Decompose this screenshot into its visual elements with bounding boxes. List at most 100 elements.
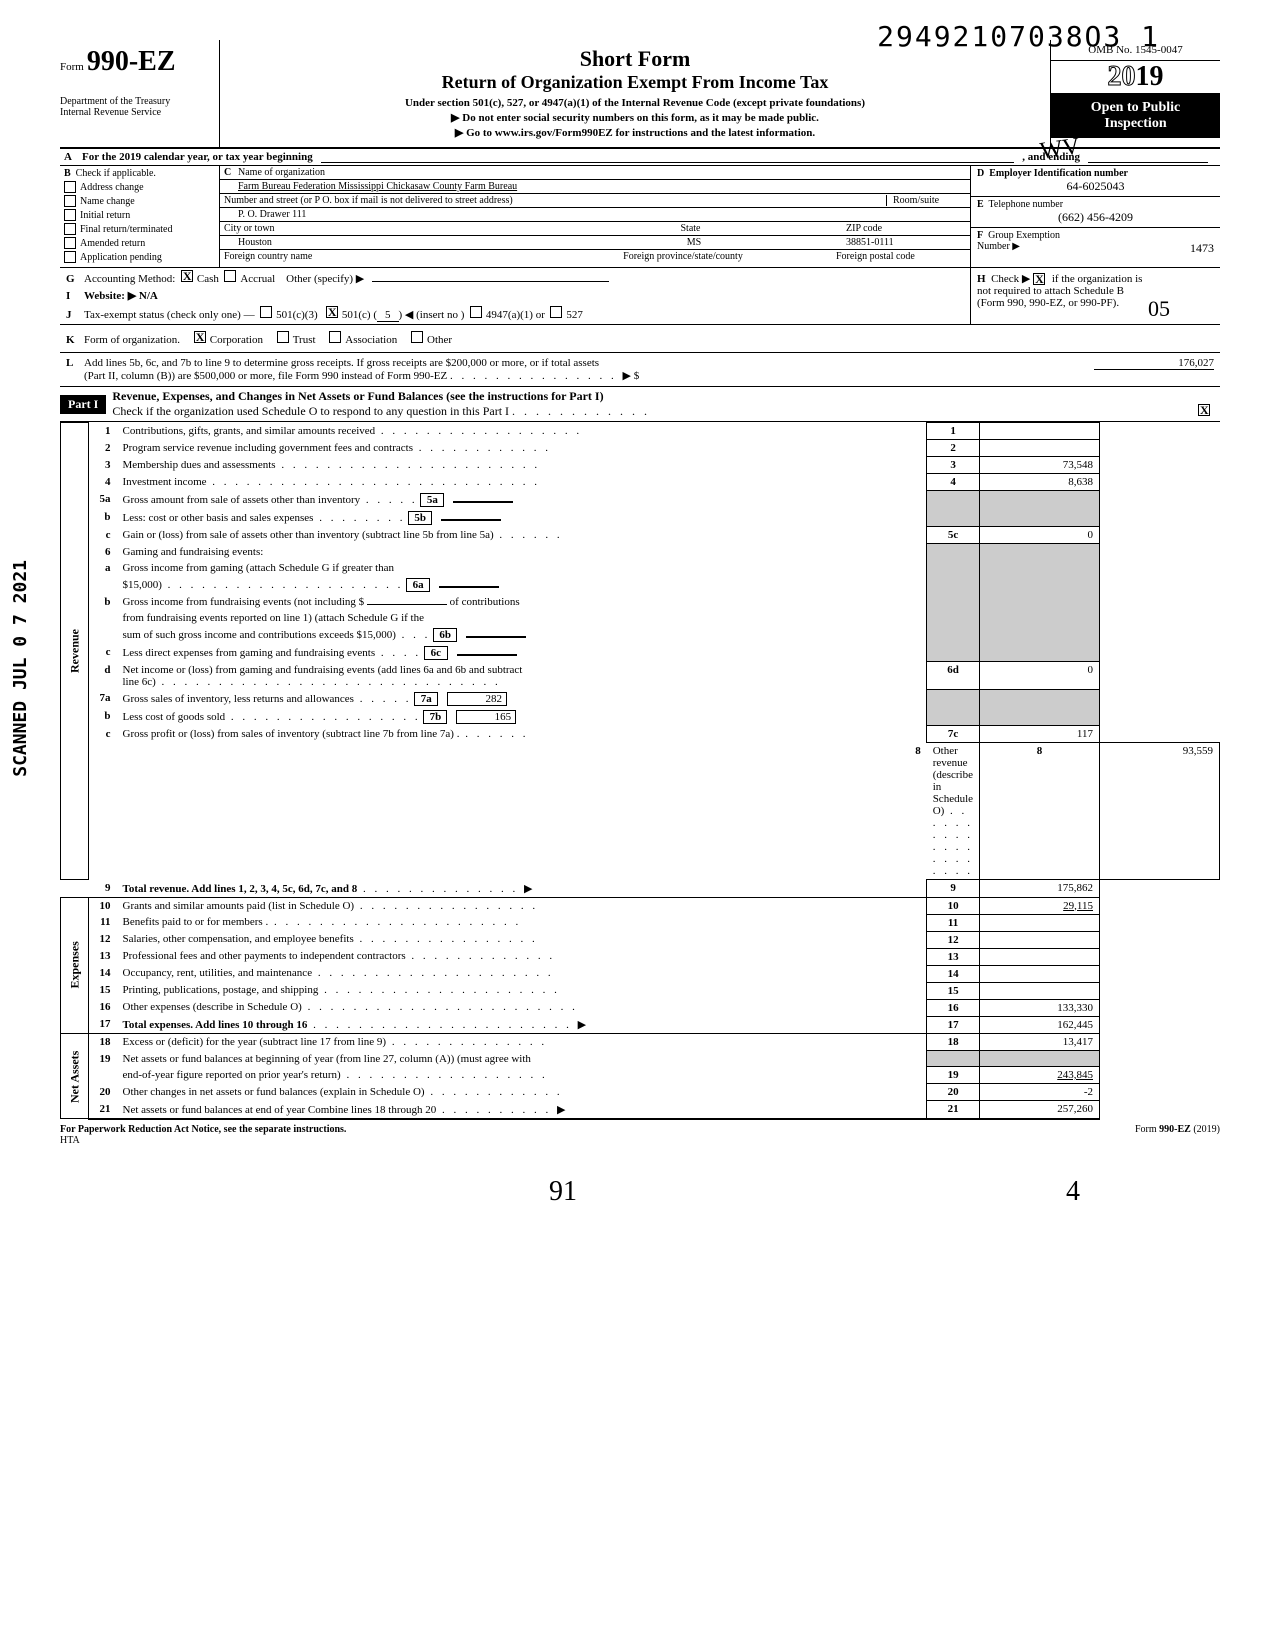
check-association[interactable] [329,331,341,343]
l6b-contrib-field[interactable] [367,604,447,605]
lines-table: Revenue 1 Contributions, gifts, grants, … [60,422,1220,1120]
opt-corp: Corporation [210,334,263,346]
check-schedule-o[interactable] [1198,404,1210,416]
l5a-box: 5a [420,493,444,507]
l6b-t2: of contributions [450,596,520,608]
row-l-letter: L [66,357,84,369]
l19-shaded [927,1051,980,1067]
l6-shaded-amt [980,544,1100,662]
opt-other-org: Other [427,334,452,346]
l20-t: Other changes in net assets or fund bala… [123,1086,425,1098]
opt-assoc: Association [345,334,397,346]
c-label: C [224,167,238,178]
city-hdr: City or town [224,223,535,234]
l20-amt: -2 [980,1084,1100,1101]
l9-num: 9 [927,880,980,898]
l12-num: 12 [927,931,980,948]
opt-501c3: 501(c)(3) [276,309,318,321]
l13-amt [980,948,1100,965]
form-label-box: Form 990-EZ Department of the Treasury I… [60,40,220,147]
f-hdr: Group Exemption [988,230,1060,241]
row-k: K Form of organization. Corporation Trus… [60,325,1220,353]
check-name-change[interactable] [64,195,76,207]
l8-amt: 93,559 [1100,743,1220,880]
opt-501c-pre: 501(c) ( [342,309,377,321]
year-begin-field[interactable] [321,151,1015,163]
zip-hdr: ZIP code [846,223,966,234]
l12-t: Salaries, other compensation, and employ… [123,933,354,945]
other-specify-field[interactable] [372,281,609,282]
ein-value: 64-6025043 [977,179,1214,194]
l3-n: 3 [105,459,111,471]
footer-left: For Paperwork Reduction Act Notice, see … [60,1124,346,1135]
l1-n: 1 [105,425,111,437]
check-final-return[interactable] [64,223,76,235]
part-i-title: Revenue, Expenses, and Changes in Net As… [112,389,1214,404]
l7c-amt: 117 [980,726,1100,743]
subtitle-3: ▶ Go to www.irs.gov/Form990EZ for instru… [230,126,1040,139]
l19-num: 19 [927,1067,980,1084]
check-label-4: Amended return [80,238,145,249]
check-address-change[interactable] [64,181,76,193]
year-end-field[interactable] [1088,151,1208,163]
org-name: Farm Bureau Federation Mississippi Chick… [224,181,517,192]
check-initial-return[interactable] [64,209,76,221]
l5a-t: Gross amount from sale of assets other t… [123,494,361,506]
dept-line-2: Internal Revenue Service [60,107,209,118]
check-amended-return[interactable] [64,237,76,249]
check-h[interactable] [1033,273,1045,285]
f-label: F [977,230,983,241]
l6d-t2: line 6c) [123,676,156,688]
check-label-2: Initial return [80,210,130,221]
title-line2: Return of Organization Exempt From Incom… [230,72,1040,93]
check-corporation[interactable] [194,331,206,343]
row-h-text1: Check ▶ [991,273,1030,285]
part-i-subtitle: Check if the organization used Schedule … [112,404,509,418]
col-def-right: D Employer Identification number 64-6025… [970,166,1220,267]
row-l: L Add lines 5b, 6c, and 7b to line 9 to … [60,353,1220,386]
check-cash[interactable] [181,270,193,282]
l7a-val: 282 [447,692,507,706]
l5a-val [453,501,513,503]
check-accrual[interactable] [224,270,236,282]
l2-num: 2 [927,440,980,457]
row-j-text: Tax-exempt status (check only one) — [84,309,255,321]
part-i-header: Part I Revenue, Expenses, and Changes in… [60,386,1220,422]
side-netassets: Net Assets [61,1034,89,1119]
side-revenue: Revenue [61,423,89,880]
l14-t: Occupancy, rent, utilities, and maintena… [123,967,313,979]
check-501c[interactable] [326,306,338,318]
opt-4947: 4947(a)(1) or [486,309,545,321]
section-b: B Check if applicable. Address change Na… [60,166,1220,268]
l2-amt [980,440,1100,457]
l5b-box: 5b [408,511,432,525]
l16-t: Other expenses (describe in Schedule O) [123,1001,302,1013]
l6a-box: 6a [406,578,430,592]
check-501c3[interactable] [260,306,272,318]
check-4947[interactable] [470,306,482,318]
footer-right: Form 990-EZ (2019) [1135,1124,1220,1146]
l18-n: 18 [100,1036,111,1048]
group-num: 1473 [1190,241,1214,256]
l6-t: Gaming and fundraising events: [117,544,927,560]
state-hdr: State [535,223,846,234]
l7ab-shaded-amt [980,690,1100,726]
l5c-amt: 0 [980,527,1100,544]
l21-t: Net assets or fund balances at end of ye… [123,1104,437,1116]
l7ab-shaded [927,690,980,726]
l5a-n: 5a [100,493,111,505]
check-527[interactable] [550,306,562,318]
l20-num: 20 [927,1084,980,1101]
l6a-n: a [105,562,111,574]
l7c-num: 7c [927,726,980,743]
row-j-letter: J [66,309,84,321]
501c-number: 5 [377,309,399,322]
check-trust[interactable] [277,331,289,343]
open-line2: Inspection [1055,116,1216,132]
check-other-org[interactable] [411,331,423,343]
l7a-box: 7a [414,692,438,706]
check-application-pending[interactable] [64,251,76,263]
l1-num: 1 [927,423,980,440]
l13-t: Professional fees and other payments to … [123,950,406,962]
row-a-letter: A [64,151,82,163]
